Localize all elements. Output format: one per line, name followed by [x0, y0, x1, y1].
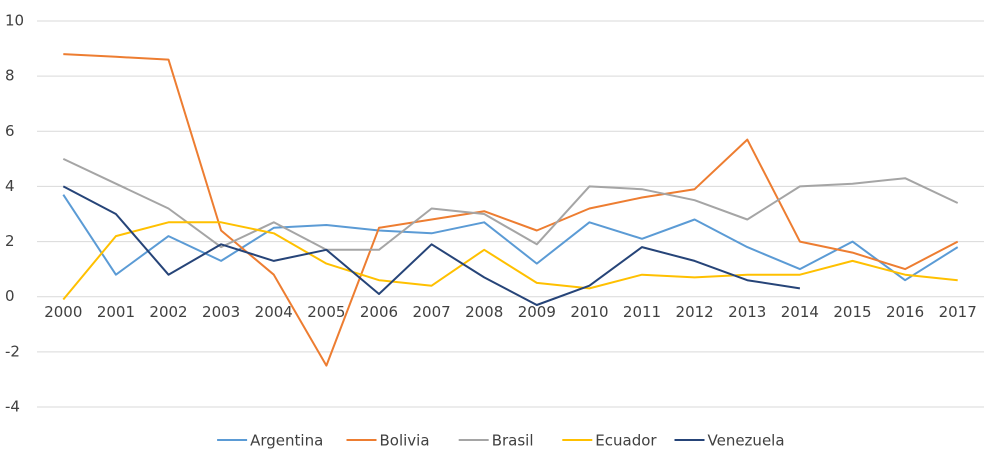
x-tick-label: 2011 [623, 303, 661, 321]
y-tick-label: 4 [5, 177, 15, 195]
series-line [62, 157, 959, 251]
legend-label: Brasil [492, 432, 534, 450]
x-tick-label: 2015 [833, 303, 871, 321]
x-tick-label: 2008 [465, 303, 503, 321]
x-tick-label: 2001 [97, 303, 135, 321]
x-tick-label: 2016 [886, 303, 924, 321]
x-tick-label: 2004 [255, 303, 293, 321]
x-tick-label: 2005 [307, 303, 345, 321]
y-tick-label: -4 [5, 398, 20, 416]
x-tick-label: 2003 [202, 303, 240, 321]
x-tick-label: 2007 [412, 303, 450, 321]
legend-label: Ecuador [595, 432, 657, 450]
x-tick-label: 2009 [518, 303, 556, 321]
series-line [62, 185, 801, 306]
legend-label: Argentina [250, 432, 323, 450]
x-tick-label: 2017 [939, 303, 977, 321]
x-tick-label: 2006 [360, 303, 398, 321]
series-line [63, 53, 959, 367]
legend-label: Venezuela [708, 432, 785, 450]
x-tick-label: 2010 [570, 303, 608, 321]
y-tick-label: 2 [5, 232, 15, 250]
x-tick-label: 2014 [781, 303, 819, 321]
y-tick-label: -2 [5, 342, 20, 360]
y-tick-label: 6 [5, 122, 15, 140]
x-tick-label: 2013 [728, 303, 766, 321]
legend-label: Bolivia [380, 432, 430, 450]
x-tick-label: 2002 [149, 303, 187, 321]
y-tick-label: 0 [5, 287, 15, 305]
y-tick-label: 10 [5, 12, 24, 30]
x-tick-label: 2000 [44, 303, 82, 321]
series-line [62, 221, 958, 301]
x-tick-label: 2012 [676, 303, 714, 321]
series-line [62, 194, 959, 282]
y-tick-label: 8 [5, 67, 15, 85]
